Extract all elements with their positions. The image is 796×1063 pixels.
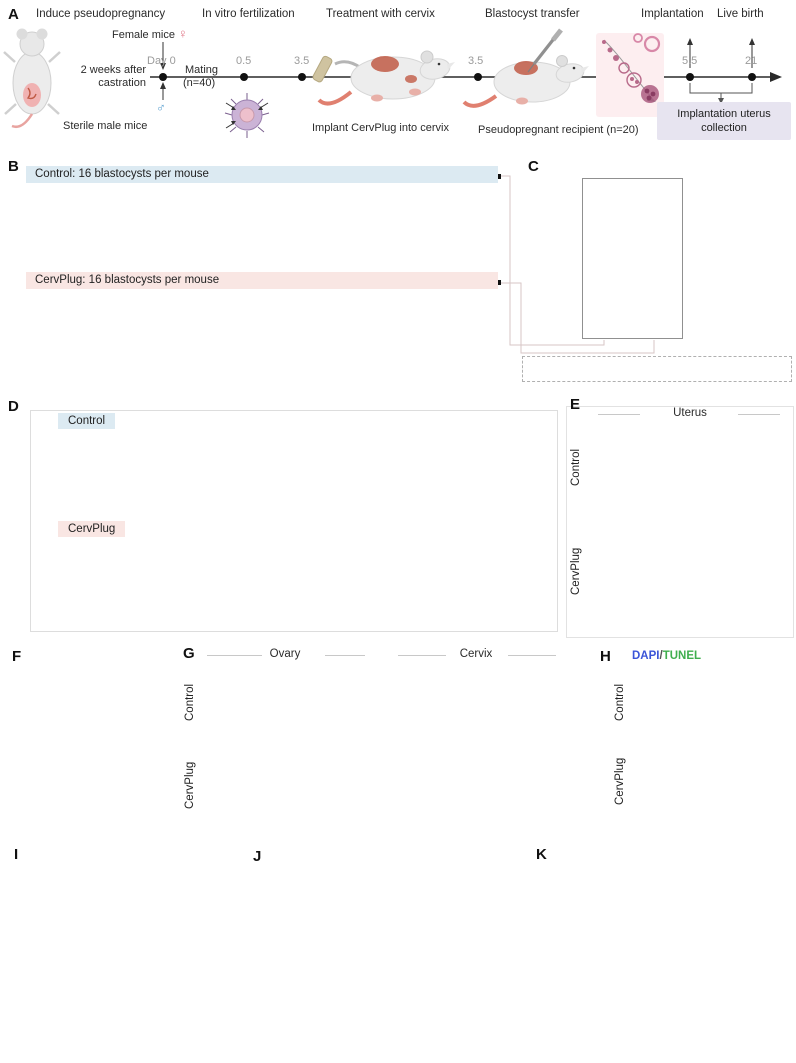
supine-mouse-icon [3,28,61,128]
panel-c-legend [522,356,792,382]
timeline-21: 21 [745,55,758,67]
step-implantation: Implantation [641,8,704,20]
control-connector-square [496,174,501,179]
panel-d-label: D [8,398,19,415]
cervplug-pups-chip: CervPlug [58,521,126,537]
chart-increase-efficiency [690,158,794,358]
step-in-vitro-fertilization: In vitro fertilization [202,8,295,20]
e-control-label: Control [570,448,582,486]
female-symbol: ♀ [178,26,188,41]
timeline-3_5a: 3.5 [294,55,310,67]
panel-e-box [566,406,794,638]
plot-area [582,178,683,339]
timeline-0_5: 0.5 [236,55,252,67]
mating-n: (n=40) [183,77,216,89]
control-row-banner: Control: 16 blastocysts per mouse [26,166,498,183]
timeline-3_5b: 3.5 [468,55,484,67]
panel-k-label: K [536,846,547,863]
implant-cervplug-label: Implant CervPlug into cervix [312,122,449,134]
castration-label-1: 2 weeks after [80,64,146,76]
chart-mrna-stemness [16,844,246,1060]
step-induce-pseudopregnancy: Induce pseudopregnancy [36,8,166,20]
g-control-label: Control [184,683,196,721]
step-blastocyst-transfer: Blastocyst transfer [485,8,580,20]
panel-h-label: H [600,648,611,665]
chart-endometrial-glands [18,650,168,836]
dapi-tunel-title: DAPI/TUNEL [632,650,702,662]
recipient-label: Pseudopregnant recipient (n=20) [478,124,639,136]
female-mice-label: Female mice ♀ [112,26,188,41]
chart-mrna-cytokines-down [545,844,791,1060]
step-live-birth: Live birth [717,8,764,20]
panel-c-label: C [528,158,539,175]
control-pups-chip: Control [58,413,116,429]
step-treatment-with-cervix: Treatment with cervix [326,8,435,20]
collection-box: Implantation uterus collection [657,102,791,140]
castration-label-2: castration [98,77,146,89]
g-cervplug-label: CervPlug [184,761,196,809]
panel-a-label: A [8,6,19,23]
h-cervplug-label: CervPlug [614,757,626,805]
ovary-title: Ovary [269,648,301,660]
timeline-day0: Day 0 [147,55,176,67]
mating-label: Mating [185,64,219,76]
panel-f-label: F [12,648,22,665]
panel-b-label: B [8,158,19,175]
chart-mrna-cytokines-up [266,844,512,1060]
cervplug-connector-square [496,280,501,285]
timeline-art [3,28,782,138]
oocyte-icon [224,93,270,138]
sterile-male-label: Sterile male mice [63,120,148,132]
male-symbol: ♂ [156,100,166,115]
h-control-label: Control [614,683,626,721]
embryo-development-icon [596,33,664,117]
e-cervplug-label: CervPlug [570,547,582,595]
panel-g-label: G [183,645,195,662]
transfer-mouse-icon [462,28,589,108]
dapi-label: DAPI [632,650,660,662]
panel-i-label: I [14,846,19,863]
chart-implantation-rate [540,158,685,358]
cervplug-plug-icon [312,55,333,83]
treatment-mouse-icon [317,50,455,106]
cervix-title: Cervix [459,648,493,660]
tunel-label: TUNEL [662,650,702,662]
timeline-5_5: 5.5 [682,55,698,67]
panel-j-label: J [253,848,262,865]
cervplug-row-banner: CervPlug: 16 blastocysts per mouse [26,272,498,289]
uterus-title: Uterus [673,407,707,419]
panel-e-label: E [570,396,581,413]
